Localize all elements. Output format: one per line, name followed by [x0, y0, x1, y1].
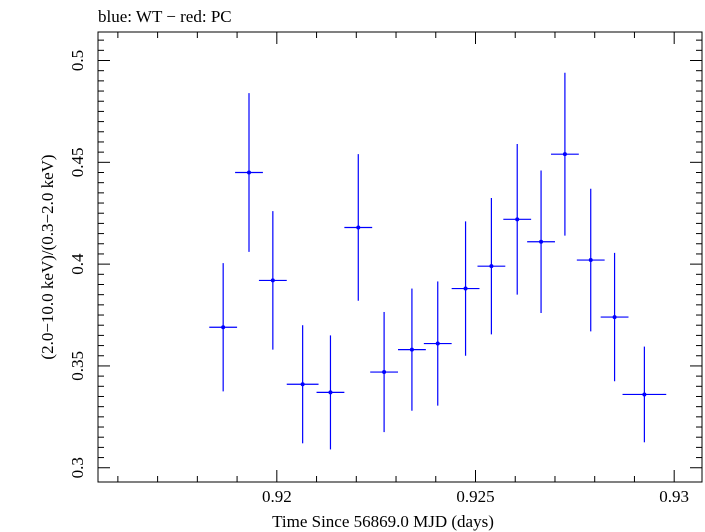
data-marker	[435, 341, 440, 346]
data-point	[503, 143, 532, 295]
x-tick-labels: 0.92 0.925 0.93	[262, 487, 689, 506]
data-point	[477, 197, 506, 335]
data-marker	[382, 370, 387, 375]
y-axis-label: (2.0−10.0 keV)/(0.3−2.0 keV)	[38, 154, 57, 359]
y-tick-label: 0.4	[68, 253, 87, 275]
data-point	[423, 281, 452, 406]
data-marker	[463, 286, 468, 291]
data-point	[235, 93, 263, 252]
data-point	[344, 154, 373, 301]
data-point	[398, 288, 426, 411]
data-point	[316, 335, 345, 450]
data-points	[209, 72, 667, 450]
data-point	[600, 252, 629, 382]
data-marker	[588, 258, 593, 263]
y-tick-label: 0.5	[68, 50, 87, 71]
data-point	[551, 72, 579, 236]
chart-title: blue: WT − red: PC	[98, 7, 232, 26]
y-tick-label: 0.45	[68, 147, 87, 177]
data-point	[258, 211, 287, 350]
data-point	[622, 346, 667, 443]
data-marker	[270, 278, 275, 283]
data-point	[209, 263, 238, 392]
x-axis-label: Time Since 56869.0 MJD (days)	[272, 512, 494, 531]
data-point	[576, 188, 605, 332]
data-marker	[221, 325, 226, 330]
plot-frame	[97, 31, 703, 483]
data-point	[286, 325, 319, 444]
x-tick-label: 0.92	[262, 487, 292, 506]
y-tick-labels: 0.3 0.35 0.4 0.45 0.5	[68, 50, 87, 478]
data-point	[370, 311, 399, 433]
data-marker	[409, 347, 414, 352]
y-tick-label: 0.3	[68, 457, 87, 478]
data-marker	[300, 382, 305, 387]
x-tick-label: 0.925	[456, 487, 494, 506]
data-point	[451, 221, 480, 356]
axis-ticks	[98, 32, 702, 482]
data-point	[527, 170, 555, 313]
data-marker	[539, 239, 544, 244]
x-tick-label: 0.93	[659, 487, 689, 506]
data-marker	[562, 152, 567, 157]
data-marker	[642, 392, 647, 397]
data-marker	[489, 264, 494, 269]
data-marker	[328, 390, 333, 395]
data-marker	[612, 315, 617, 320]
y-tick-label: 0.35	[68, 351, 87, 381]
data-marker	[356, 225, 361, 230]
data-marker	[515, 217, 520, 222]
data-marker	[247, 170, 251, 175]
